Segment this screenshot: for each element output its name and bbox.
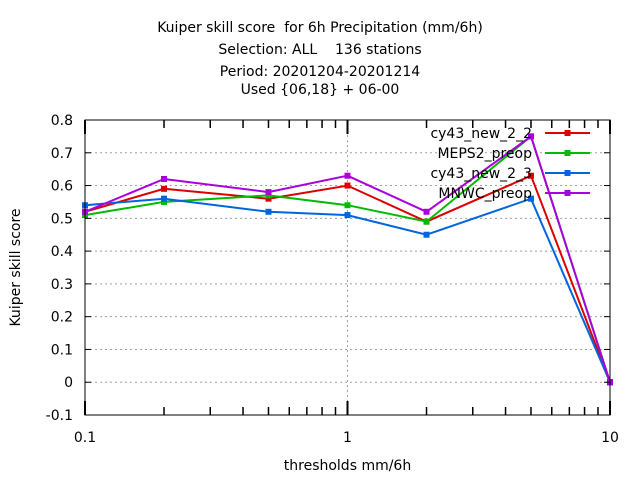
chart-title-line-4: Used {06,18} + 06-00: [240, 82, 400, 98]
data-point: [423, 218, 430, 225]
y-axis-label: Kuiper skill score: [8, 208, 24, 326]
legend: cy43_new_2_2 MEPS2_preop cy43_new_2_3 MNWC_…: [430, 126, 590, 202]
legend-marker: [564, 130, 571, 136]
data-point: [161, 185, 168, 192]
legend-label: cy43_new_2_3: [430, 166, 532, 182]
data-point: [527, 195, 534, 202]
data-point: [161, 198, 168, 205]
data-point: [344, 212, 351, 219]
y-tick-label: 0.1: [51, 342, 73, 358]
y-tick-label: 0.5: [51, 211, 73, 227]
chart-title-line-2: Selection: ALL 136 stations: [218, 42, 422, 58]
data-point: [161, 195, 168, 202]
x-tick-label: 10: [601, 430, 619, 446]
y-tick-label: 0.7: [51, 146, 73, 162]
data-point: [265, 208, 272, 215]
series-group: [82, 133, 613, 386]
data-point: [344, 172, 351, 179]
y-tick-label: 0.2: [51, 310, 73, 326]
legend-label: MNWC_preop: [438, 186, 532, 202]
ticks: -0.1 0 0.1 0.2 0.3 0.4 0.5 0.6 0.7 0.8 0.1 1 10: [46, 113, 619, 446]
grid: [85, 120, 610, 415]
data-point: [265, 192, 272, 199]
data-point: [527, 133, 534, 140]
data-point: [423, 231, 430, 238]
y-tick-label: 0.4: [51, 244, 73, 260]
data-point: [265, 189, 272, 196]
chart-title-line-3: Period: 20201204-20201214: [219, 64, 421, 80]
x-tick-label: 1: [343, 430, 352, 446]
data-point: [265, 195, 272, 202]
y-tick-label: 0.6: [51, 179, 73, 195]
legend-label: MEPS2_preop: [437, 146, 532, 162]
y-tick-label: 0: [64, 375, 73, 391]
y-tick-label: 0.8: [51, 113, 73, 129]
data-point: [527, 172, 534, 179]
chart-title-line-1: Kuiper skill score for 6h Precipitation …: [157, 20, 483, 36]
legend-marker: [564, 170, 571, 176]
y-tick-label: -0.1: [46, 408, 73, 424]
data-point: [423, 208, 430, 215]
x-tick-label: 0.1: [74, 430, 96, 446]
legend-marker: [564, 190, 571, 196]
y-tick-label: 0.3: [51, 277, 73, 293]
x-axis-label: thresholds mm/6h: [284, 458, 411, 474]
legend-marker: [564, 150, 571, 156]
legend-label: cy43_new_2_2: [430, 126, 532, 142]
data-point: [344, 202, 351, 209]
data-point: [344, 182, 351, 189]
data-point: [161, 176, 168, 182]
